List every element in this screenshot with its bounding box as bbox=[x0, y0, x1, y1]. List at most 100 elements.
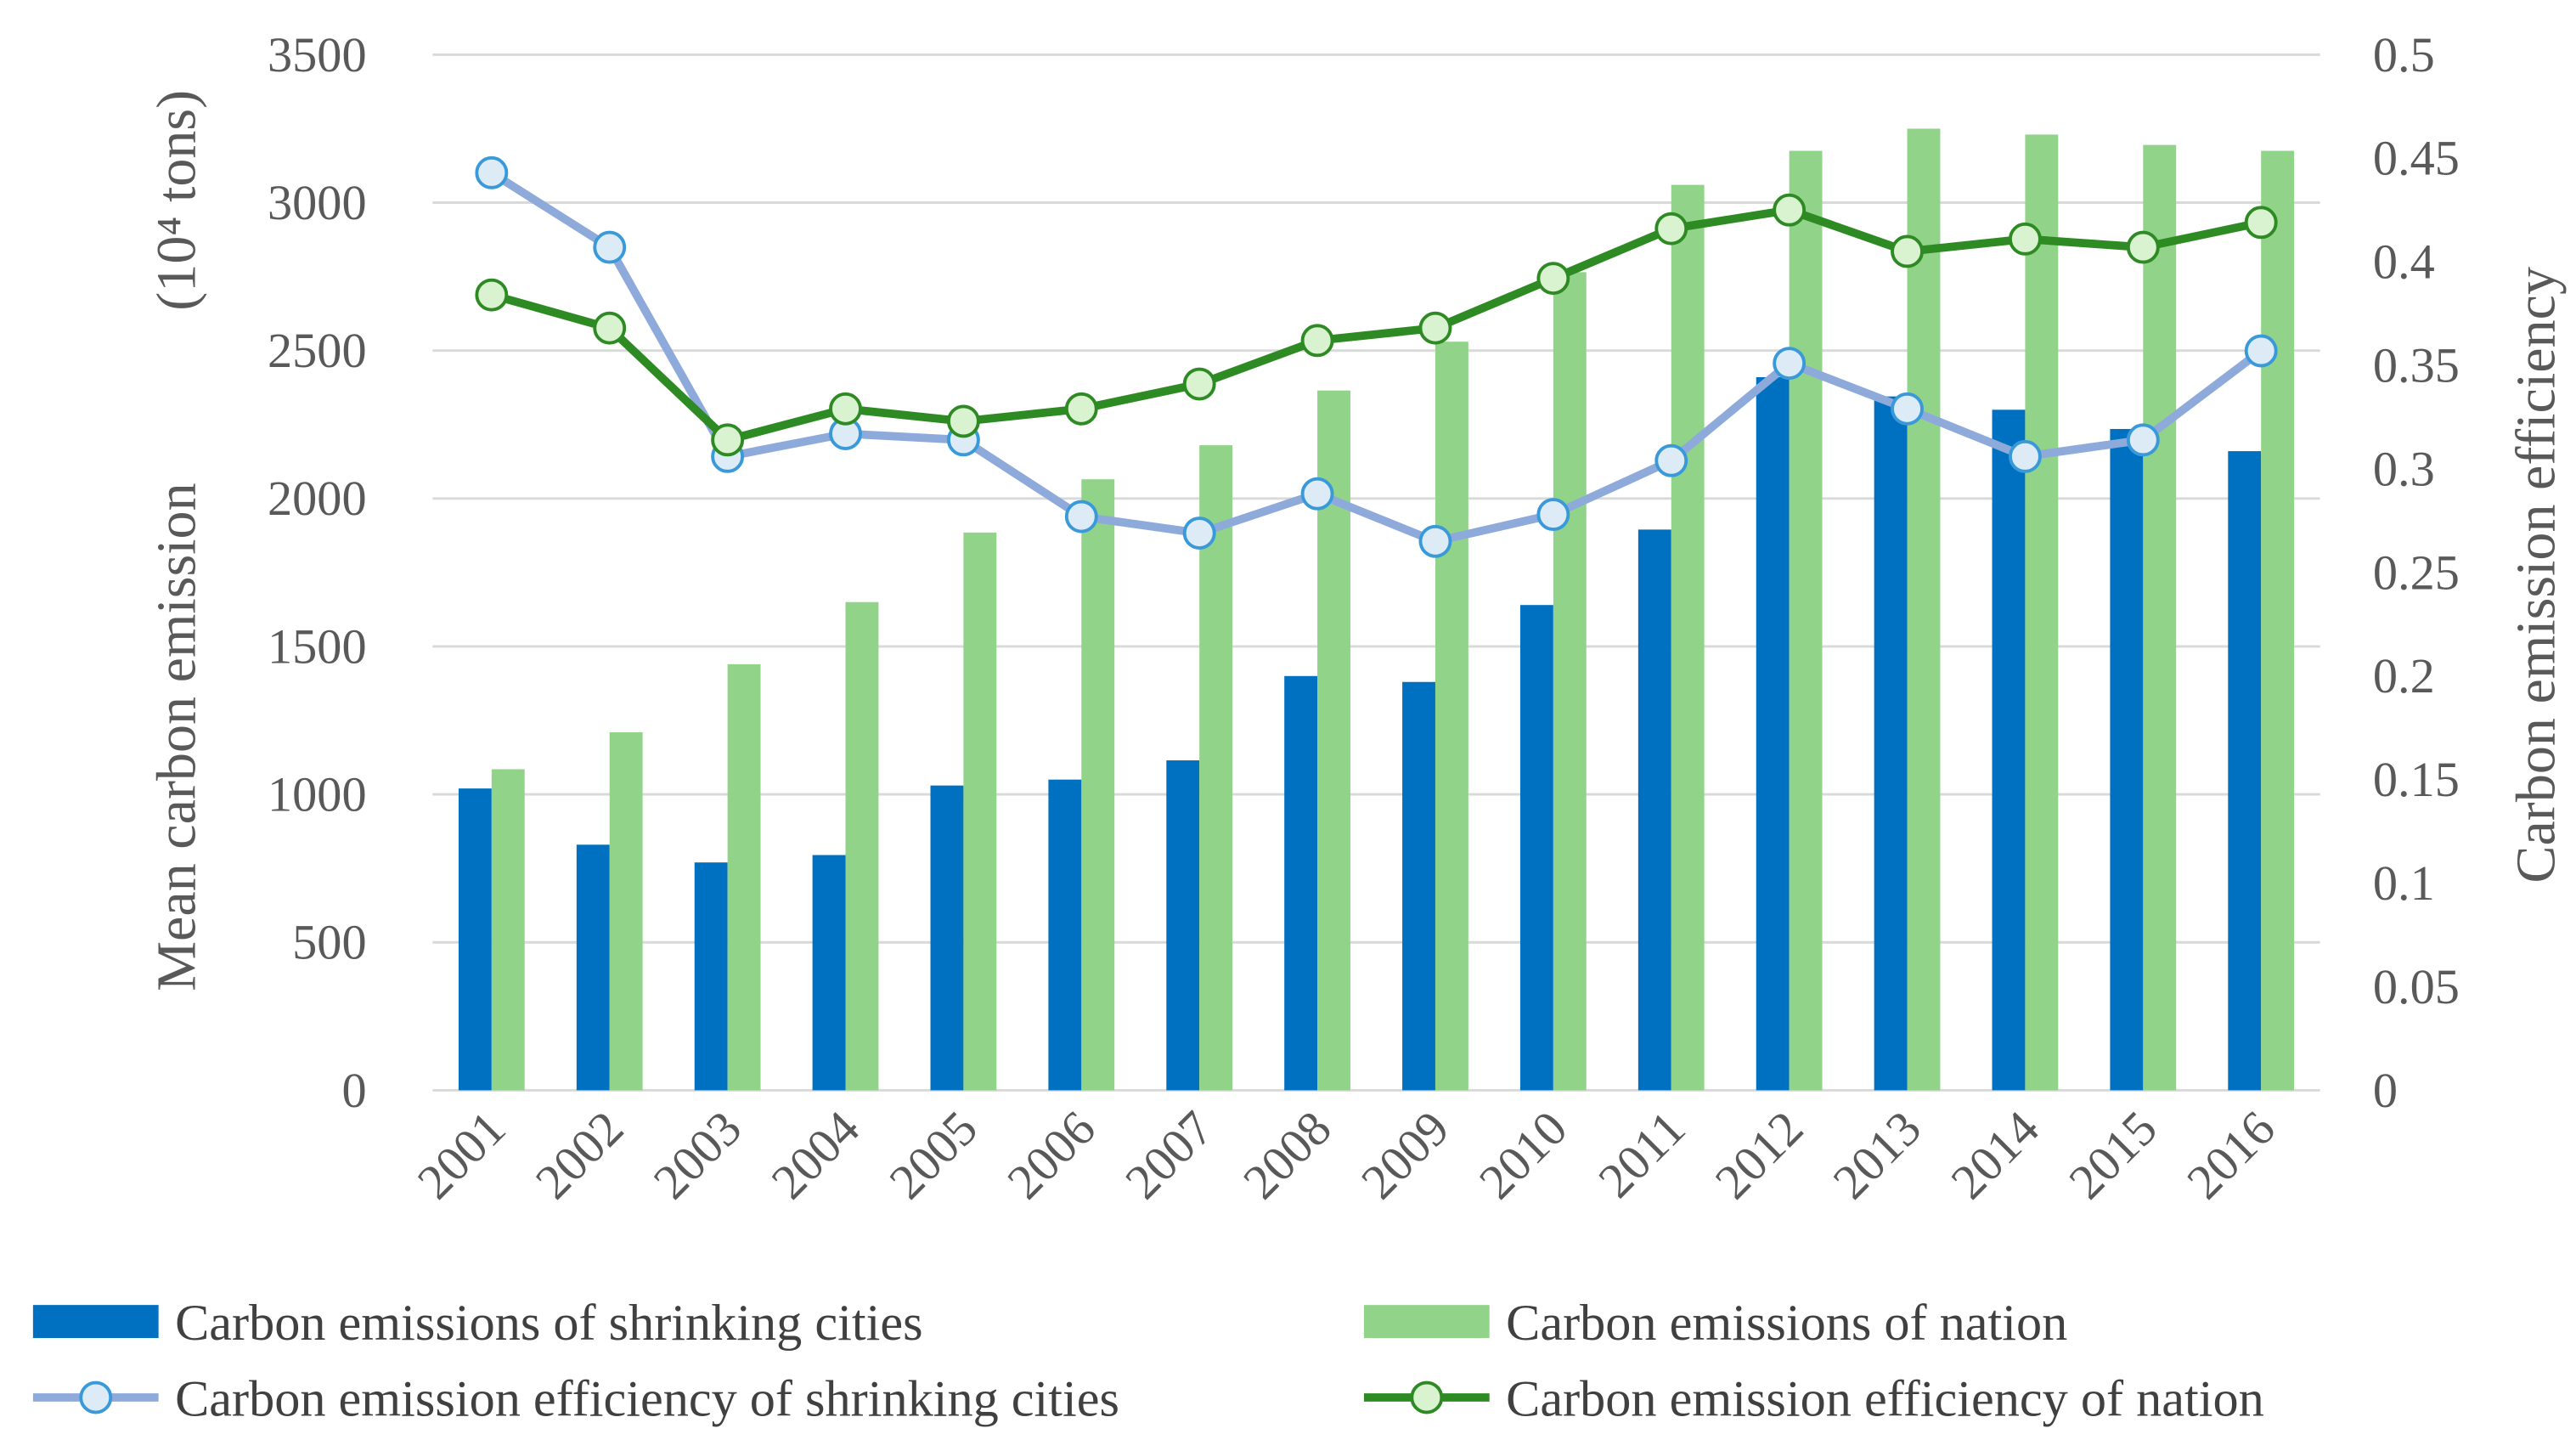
bar-nation bbox=[727, 663, 761, 1091]
efficiency-line-shrinking-cities bbox=[489, 169, 2264, 546]
y2-tick-label: 0.1 bbox=[2373, 855, 2435, 911]
bar-shrinking-cities bbox=[1756, 377, 1790, 1091]
bar-shrinking-cities bbox=[458, 788, 492, 1091]
efficiency-marker-shrinking-cities bbox=[475, 155, 509, 189]
y2-tick-label: 0 bbox=[2373, 1063, 2398, 1118]
efficiency-line-nation bbox=[490, 206, 2263, 444]
legend-swatch bbox=[1363, 1305, 1490, 1339]
bar-nation bbox=[845, 601, 879, 1091]
x-tick-label: 2004 bbox=[761, 1100, 870, 1209]
efficiency-marker-nation bbox=[829, 392, 862, 426]
bar-shrinking-cities bbox=[1402, 681, 1435, 1091]
x-tick-label: 2007 bbox=[1114, 1100, 1223, 1209]
x-tick-label: 2002 bbox=[525, 1100, 634, 1209]
y-tick-label: 1500 bbox=[268, 618, 367, 674]
efficiency-marker-nation bbox=[1064, 392, 1098, 426]
bar-shrinking-cities bbox=[1048, 779, 1082, 1091]
efficiency-marker-nation bbox=[1891, 234, 1924, 268]
bar-shrinking-cities bbox=[1166, 760, 1200, 1091]
efficiency-marker-shrinking-cities bbox=[1536, 498, 1570, 532]
efficiency-marker-nation bbox=[711, 423, 745, 457]
bar-nation bbox=[1199, 445, 1233, 1091]
y-tick-label: 2000 bbox=[268, 471, 367, 526]
y2-tick-label: 0.45 bbox=[2373, 131, 2460, 186]
efficiency-marker-shrinking-cities bbox=[593, 230, 627, 264]
legend-marker bbox=[1410, 1380, 1444, 1414]
bar-shrinking-cities bbox=[694, 862, 728, 1091]
efficiency-marker-nation bbox=[1536, 262, 1570, 296]
x-tick-label: 2005 bbox=[879, 1100, 988, 1209]
x-tick-label: 2011 bbox=[1587, 1100, 1695, 1208]
bar-nation bbox=[963, 532, 997, 1091]
x-tick-label: 2006 bbox=[996, 1100, 1105, 1209]
legend-label: Carbon emissions of shrinking cities bbox=[175, 1295, 922, 1352]
bar-nation bbox=[491, 769, 525, 1091]
efficiency-marker-shrinking-cities bbox=[1654, 443, 1688, 477]
bar-nation bbox=[2143, 144, 2177, 1091]
legend-label: Carbon emission efficiency of nation bbox=[1506, 1370, 2264, 1427]
y2-tick-label: 0.4 bbox=[2373, 234, 2435, 290]
bar-nation bbox=[2261, 150, 2295, 1091]
y-tick-label: 0 bbox=[341, 1063, 366, 1118]
bar-nation bbox=[1553, 272, 1587, 1091]
y2-tick-label: 0.35 bbox=[2373, 338, 2460, 393]
y2-axis-label: Carbon emission efficiency bbox=[2506, 267, 2568, 884]
efficiency-marker-nation bbox=[1418, 311, 1452, 345]
x-tick-label: 2015 bbox=[2059, 1100, 2167, 1209]
efficiency-marker-shrinking-cities bbox=[1182, 517, 1216, 550]
y-tick-label: 2500 bbox=[268, 323, 367, 378]
bar-nation bbox=[1671, 184, 1705, 1091]
efficiency-marker-nation bbox=[2008, 222, 2042, 256]
y2-tick-label: 0.05 bbox=[2373, 959, 2460, 1014]
bar-nation bbox=[1907, 128, 1941, 1091]
lines bbox=[475, 155, 2278, 558]
efficiency-marker-nation bbox=[1654, 212, 1688, 246]
efficiency-marker-nation bbox=[2126, 230, 2160, 264]
bar-nation bbox=[1435, 342, 1468, 1091]
bar-shrinking-cities bbox=[1284, 675, 1318, 1091]
x-tick-label: 2014 bbox=[1941, 1100, 2049, 1209]
legend-label: Carbon emission efficiency of shrinking … bbox=[175, 1370, 1119, 1427]
y-tick-label: 3000 bbox=[268, 175, 367, 230]
efficiency-marker-nation bbox=[1300, 324, 1334, 358]
bar-shrinking-cities bbox=[2228, 451, 2262, 1091]
y-tick-label: 3500 bbox=[268, 27, 367, 82]
efficiency-marker-shrinking-cities bbox=[1300, 477, 1334, 511]
efficiency-marker-shrinking-cities bbox=[2126, 423, 2160, 457]
y-tick-label: 1000 bbox=[268, 767, 367, 822]
x-tick-label: 2013 bbox=[1823, 1100, 1931, 1209]
y2-tick-label: 0.3 bbox=[2373, 441, 2435, 496]
bar-shrinking-cities bbox=[2110, 428, 2144, 1091]
efficiency-marker-shrinking-cities bbox=[1891, 392, 1924, 426]
y2-tick-label: 0.15 bbox=[2373, 752, 2460, 807]
x-tick-label: 2001 bbox=[407, 1100, 516, 1209]
bar-shrinking-cities bbox=[1992, 409, 2026, 1091]
legend-swatch bbox=[32, 1305, 159, 1339]
x-tick-label: 2016 bbox=[2176, 1100, 2285, 1209]
bar-nation bbox=[1081, 479, 1115, 1091]
efficiency-marker-shrinking-cities bbox=[1064, 500, 1098, 534]
y-axis-unit: (10⁴ tons) bbox=[145, 90, 207, 311]
bars bbox=[458, 128, 2295, 1091]
efficiency-marker-nation bbox=[475, 278, 509, 312]
y2-tick-label: 0.25 bbox=[2373, 545, 2460, 600]
legend-marker bbox=[79, 1380, 113, 1414]
efficiency-marker-nation bbox=[946, 404, 980, 438]
y-axis-label: Mean carbon emission bbox=[145, 483, 207, 991]
legend: Carbon emissions of shrinking cities Carb… bbox=[32, 1295, 2264, 1427]
bar-nation bbox=[609, 731, 643, 1091]
efficiency-marker-shrinking-cities bbox=[1773, 347, 1807, 381]
x-tick-label: 2012 bbox=[1705, 1100, 1813, 1209]
legend-label: Carbon emissions of nation bbox=[1506, 1295, 2067, 1352]
y2-tick-label: 0.2 bbox=[2373, 648, 2435, 703]
bar-shrinking-cities bbox=[1519, 605, 1553, 1091]
bar-nation bbox=[2025, 134, 2059, 1091]
bar-shrinking-cities bbox=[812, 855, 846, 1091]
efficiency-marker-shrinking-cities bbox=[1418, 524, 1452, 558]
efficiency-marker-nation bbox=[1182, 367, 1216, 401]
bar-shrinking-cities bbox=[930, 785, 964, 1091]
y-tick-label: 500 bbox=[292, 915, 366, 970]
x-tick-label: 2009 bbox=[1350, 1100, 1459, 1209]
y2-tick-label: 0.5 bbox=[2373, 27, 2435, 82]
